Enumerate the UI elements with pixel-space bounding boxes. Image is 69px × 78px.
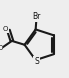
Text: Br: Br (32, 12, 41, 21)
Text: O: O (3, 26, 8, 32)
Text: O: O (0, 45, 3, 51)
Text: S: S (34, 57, 39, 66)
